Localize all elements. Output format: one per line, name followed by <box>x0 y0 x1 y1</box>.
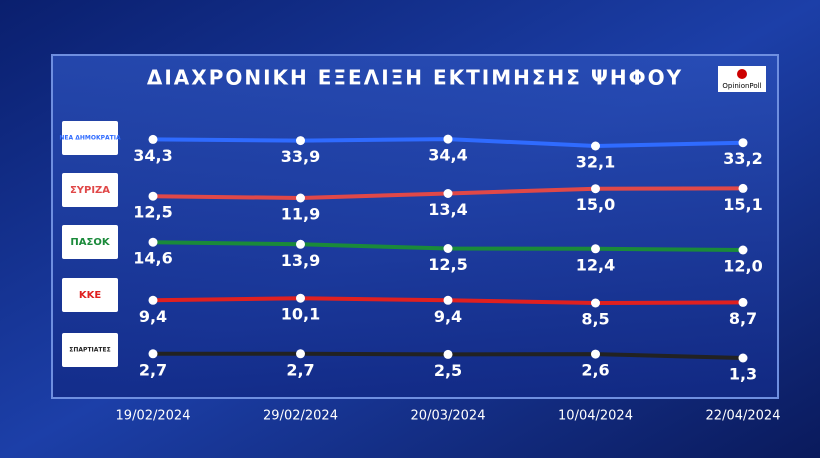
point <box>148 237 158 247</box>
x-tick-label: 19/02/2024 <box>116 409 191 424</box>
party-logo <box>62 278 118 312</box>
point <box>296 136 305 146</box>
value-label: 33,2 <box>723 149 762 168</box>
point <box>148 134 158 144</box>
party-logo <box>62 121 118 155</box>
point <box>443 189 453 198</box>
x-tick-label: 20/03/2024 <box>411 409 486 424</box>
source: OpinionPoll <box>722 82 761 90</box>
point <box>148 191 158 201</box>
point <box>443 349 453 359</box>
value-label: 1,3 <box>729 365 757 384</box>
value-label: 15,1 <box>723 195 762 214</box>
party-logo <box>62 333 118 367</box>
point <box>443 134 453 144</box>
point <box>591 298 600 308</box>
value-label: 2,5 <box>434 361 462 380</box>
point <box>591 244 600 254</box>
value-label: 12,4 <box>576 255 615 274</box>
logo-dot <box>737 69 747 79</box>
value-label: 2,7 <box>286 360 314 379</box>
legend-label: ΚΚΕ <box>79 290 101 301</box>
point <box>591 184 600 194</box>
value-label: 12,5 <box>428 255 467 274</box>
point <box>443 295 453 305</box>
point <box>591 141 600 151</box>
value-label: 2,7 <box>139 360 167 379</box>
value-label: 9,4 <box>139 307 167 326</box>
value-label: 13,9 <box>281 251 320 270</box>
party-logo <box>62 225 118 259</box>
point <box>443 244 453 253</box>
value-label: 34,3 <box>133 146 172 165</box>
value-label: 11,9 <box>281 205 320 224</box>
point <box>738 138 748 148</box>
x-tick-label: 10/04/2024 <box>558 409 633 424</box>
legend-label: ΣΠΑΡΤΙΑΤΕΣ <box>69 347 110 354</box>
value-label: 13,4 <box>428 200 467 219</box>
value-label: 9,4 <box>434 307 462 326</box>
point <box>148 295 158 305</box>
value-label: 32,1 <box>576 153 615 172</box>
value-label: 12,0 <box>723 257 762 276</box>
legend-label: ΝΕΑ ΔΗΜΟΚΡΑΤΙΑ <box>59 135 121 142</box>
point <box>296 293 305 303</box>
legend-label: ΠΑΣΟΚ <box>70 237 110 248</box>
value-label: 15,0 <box>576 195 615 214</box>
point <box>296 193 305 203</box>
party-logo <box>62 173 118 207</box>
value-label: 10,1 <box>281 305 320 324</box>
point <box>296 239 305 249</box>
point <box>296 349 305 359</box>
point <box>591 349 600 359</box>
point <box>738 297 748 307</box>
legend-label: ΣΥΡΙΖΑ <box>70 185 110 196</box>
panel <box>51 54 779 399</box>
value-label: 34,4 <box>428 146 467 165</box>
point <box>738 183 748 193</box>
point <box>738 245 748 255</box>
chart-title: ΔΙΑΧΡΟΝΙΚΗ ΕΞΕΛΙΞΗ ΕΚΤΙΜΗΣΗΣ ΨΗΦΟΥ <box>147 66 683 90</box>
value-label: 14,6 <box>133 249 172 268</box>
value-label: 12,5 <box>133 203 172 222</box>
x-tick-label: 22/04/2024 <box>706 409 781 424</box>
point <box>738 353 748 363</box>
point <box>148 349 158 359</box>
x-tick-label: 29/02/2024 <box>263 409 338 424</box>
value-label: 33,9 <box>281 147 320 166</box>
value-label: 8,5 <box>581 310 609 329</box>
value-label: 2,6 <box>581 361 609 380</box>
value-label: 8,7 <box>729 309 757 328</box>
